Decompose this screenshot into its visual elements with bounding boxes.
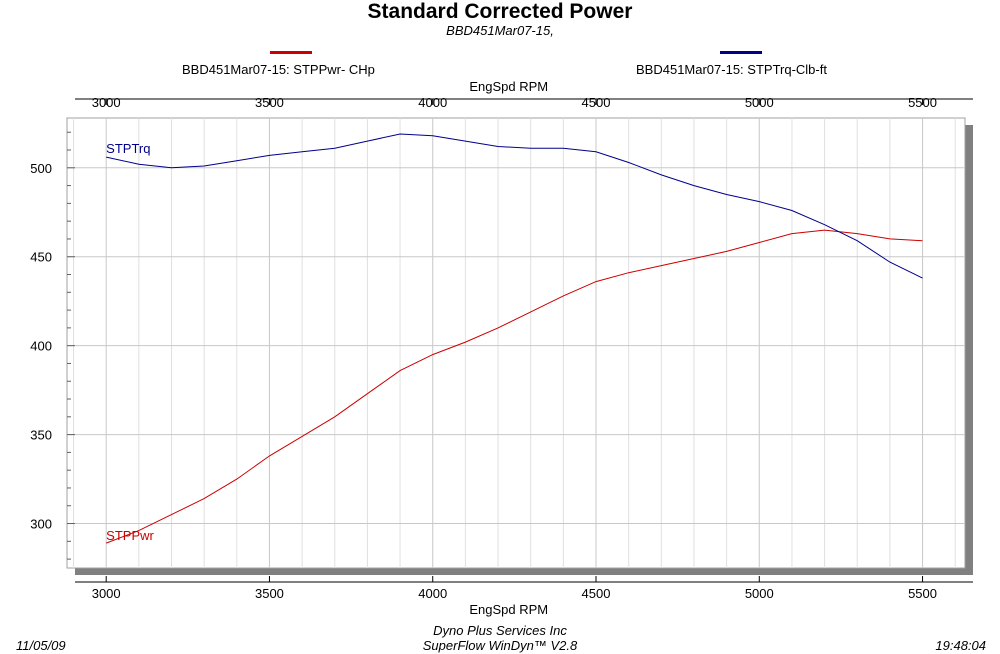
footer-time: 19:48:04 bbox=[935, 638, 986, 653]
legend-label-torque: BBD451Mar07-15: STPTrq-Clb-ft bbox=[636, 62, 827, 77]
y-tick-label: 350 bbox=[30, 428, 52, 443]
power-series-line bbox=[106, 229, 923, 544]
torque-series-line bbox=[106, 133, 923, 279]
bottom-x-axis-title: EngSpd RPM bbox=[469, 602, 548, 617]
bottom-x-tick-label: 4000 bbox=[418, 586, 447, 601]
bottom-x-tick-label: 3000 bbox=[92, 586, 121, 601]
y-tick-label: 300 bbox=[30, 517, 52, 532]
bottom-x-tick-label: 3500 bbox=[255, 586, 284, 601]
top-x-tick-label: 3500 bbox=[255, 95, 284, 110]
footer-company: Dyno Plus Services Inc bbox=[433, 623, 567, 638]
bottom-x-tick-label: 4500 bbox=[582, 586, 611, 601]
footer-software: SuperFlow WinDyn™ V2.8 bbox=[422, 638, 578, 653]
power-series-label: STPPwr bbox=[106, 528, 154, 543]
torque-series-label: STPTrq bbox=[106, 141, 150, 156]
legend-swatch-torque bbox=[720, 51, 762, 54]
legend-swatch-power bbox=[270, 51, 312, 54]
plot-frame bbox=[66, 117, 966, 569]
bottom-x-tick-label: 5000 bbox=[745, 586, 774, 601]
top-x-tick-label: 5500 bbox=[908, 95, 937, 110]
top-x-axis-title: EngSpd RPM bbox=[469, 79, 548, 94]
top-x-tick-label: 4000 bbox=[418, 95, 447, 110]
y-tick-label: 450 bbox=[30, 250, 52, 265]
legend-label-power: BBD451Mar07-15: STPPwr- CHp bbox=[182, 62, 375, 77]
y-tick-label: 400 bbox=[30, 339, 52, 354]
footer-date: 11/05/09 bbox=[16, 638, 66, 653]
chart-title: Standard Corrected Power bbox=[367, 0, 633, 23]
top-x-tick-label: 5000 bbox=[745, 95, 774, 110]
chart-subtitle: BBD451Mar07-15, bbox=[446, 23, 554, 38]
y-tick-label: 500 bbox=[30, 161, 52, 176]
top-x-tick-label: 4500 bbox=[582, 95, 611, 110]
top-x-tick-label: 3000 bbox=[92, 95, 121, 110]
bottom-x-tick-label: 5500 bbox=[908, 586, 937, 601]
